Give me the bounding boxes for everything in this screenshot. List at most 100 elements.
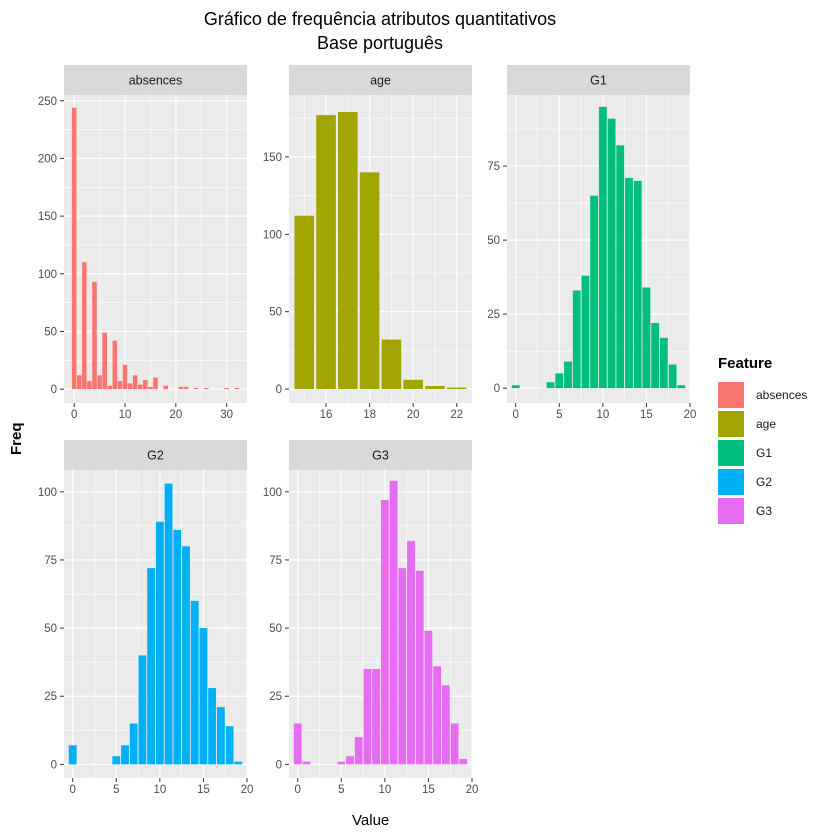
chart-title: Gráfico de frequência atributos quantita… — [203, 9, 557, 29]
bar — [92, 281, 97, 390]
bar — [642, 287, 651, 389]
y-tick-label: 100 — [38, 269, 57, 281]
bar — [129, 723, 138, 765]
strip-g2 — [64, 440, 247, 470]
bar — [138, 655, 147, 765]
x-tick-label: 0 — [71, 409, 77, 421]
y-tick-label: 25 — [269, 691, 282, 703]
bar — [459, 758, 468, 765]
bar — [143, 379, 148, 390]
x-tick-label: 10 — [119, 409, 132, 421]
legend-item-absences: absences — [718, 380, 807, 409]
x-tick-label: 0 — [70, 784, 76, 796]
bar — [415, 570, 424, 765]
x-tick-label: 20 — [466, 784, 479, 796]
x-tick-label: 20 — [684, 409, 697, 421]
bar — [68, 745, 77, 765]
strip-label: absences — [129, 74, 183, 88]
bar — [155, 521, 164, 765]
bar — [216, 707, 225, 765]
strip-g1 — [507, 65, 690, 95]
x-tick-label: 15 — [197, 784, 210, 796]
x-tick-label: 10 — [153, 784, 166, 796]
bar — [511, 385, 520, 389]
y-tick-label: 75 — [269, 555, 282, 567]
x-tick-label: 20 — [407, 409, 420, 421]
bar — [625, 177, 633, 389]
legend-swatch-age — [718, 410, 744, 437]
x-axis-title: Value — [352, 812, 390, 829]
x-tick-label: 18 — [363, 409, 376, 421]
x-tick-label: 5 — [338, 784, 344, 796]
bar — [398, 568, 407, 765]
bar — [193, 388, 199, 390]
bar — [208, 688, 217, 765]
x-tick-label: 0 — [513, 409, 519, 421]
bar — [127, 383, 133, 390]
x-tick-label: 22 — [450, 409, 463, 421]
bar — [354, 737, 363, 765]
y-tick-label: 0 — [51, 384, 57, 396]
bar — [546, 382, 555, 389]
legend-item-g1: G1 — [718, 438, 807, 467]
bar — [381, 339, 402, 390]
legend-item-age: age — [718, 409, 807, 438]
y-tick-label: 200 — [38, 153, 57, 165]
bar — [107, 385, 113, 390]
strip-absences — [64, 65, 247, 95]
y-tick-label: 100 — [263, 487, 282, 499]
x-tick-label: 20 — [241, 784, 254, 796]
y-tick-label: 150 — [263, 152, 282, 164]
bar — [359, 172, 380, 390]
y-tick-label: 50 — [44, 326, 57, 338]
bar — [173, 529, 182, 765]
bar — [668, 364, 677, 389]
bar — [616, 145, 625, 389]
strip-label: G1 — [590, 74, 607, 88]
bar — [234, 388, 240, 390]
bar — [294, 215, 315, 390]
bar — [163, 385, 168, 390]
bar — [572, 290, 581, 389]
y-tick-label: 250 — [38, 96, 57, 108]
bar — [87, 381, 92, 390]
bar — [117, 381, 123, 390]
y-tick-label: 25 — [44, 691, 57, 703]
bar — [137, 384, 143, 390]
bar — [338, 112, 358, 390]
y-tick-label: 100 — [38, 487, 57, 499]
bar — [363, 668, 372, 765]
bar — [425, 385, 445, 390]
y-tick-label: 50 — [44, 623, 57, 635]
strip-label: G3 — [372, 449, 389, 463]
bar — [178, 386, 184, 390]
bar — [132, 375, 138, 390]
bar — [164, 483, 173, 765]
y-tick-label: 0 — [51, 759, 57, 771]
bar — [659, 337, 668, 389]
x-tick-label: 15 — [640, 409, 653, 421]
bar — [407, 540, 415, 765]
legend-item-g3: G3 — [718, 496, 807, 525]
bar — [121, 745, 129, 765]
chart-subtitle: Base português — [316, 33, 444, 53]
legend-label: absences — [756, 387, 808, 402]
bar — [372, 668, 381, 765]
bar — [302, 761, 311, 765]
y-tick-label: 75 — [487, 161, 500, 173]
bar — [182, 546, 190, 765]
bar — [102, 332, 107, 390]
bar — [234, 761, 243, 765]
x-tick-label: 20 — [169, 409, 182, 421]
legend-label: G2 — [756, 474, 773, 489]
bar — [71, 107, 77, 390]
x-tick-label: 15 — [422, 784, 435, 796]
bar — [633, 180, 642, 389]
bar — [446, 387, 467, 390]
legend-swatch-g2 — [718, 468, 744, 495]
y-tick-label: 100 — [263, 229, 282, 241]
legend-label: G3 — [756, 503, 773, 518]
bar — [112, 756, 121, 765]
y-tick-label: 50 — [269, 307, 282, 319]
